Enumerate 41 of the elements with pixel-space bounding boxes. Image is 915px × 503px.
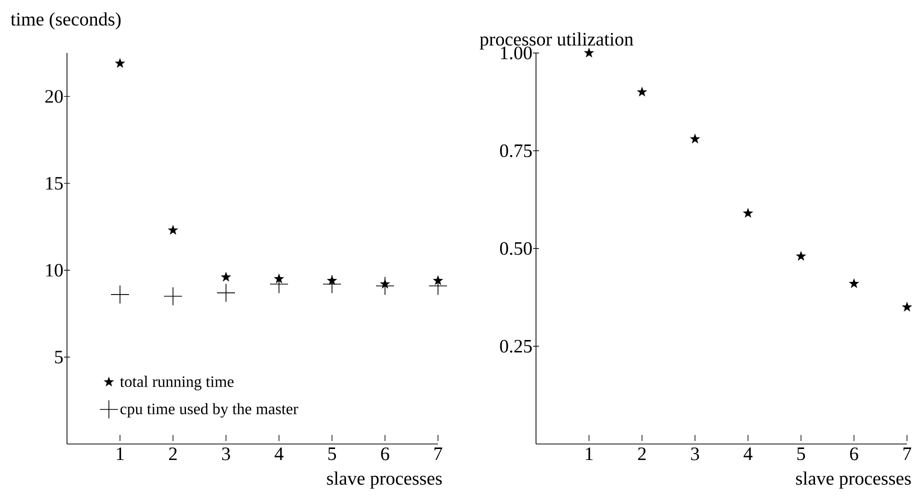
x-tick-label: 2 [169, 448, 177, 460]
point [690, 134, 700, 144]
x-tick-label: 4 [744, 448, 752, 460]
point [376, 276, 394, 296]
x-tick-label: 6 [850, 448, 858, 460]
point [742, 208, 754, 218]
point [110, 285, 130, 304]
y-axis-title: time (seconds) [10, 12, 121, 30]
point [168, 224, 178, 235]
x-tick-label: 6 [381, 448, 390, 460]
x-tick-label: 3 [222, 448, 230, 460]
point [584, 47, 594, 58]
point [322, 274, 342, 294]
y-tick-label: 0.75 [500, 144, 532, 158]
x-tick-label: 5 [797, 448, 805, 460]
point [636, 86, 648, 97]
x-axis-title: slave processes [796, 472, 911, 489]
y-tick-label: 10 [46, 264, 63, 277]
point [848, 278, 860, 288]
x-axis-title: slave processes [327, 472, 442, 489]
legend-label: total running time [120, 376, 234, 390]
x-tick-label: 3 [691, 448, 699, 460]
y-tick-label: 0.25 [500, 340, 532, 353]
x-tick-label: 7 [904, 448, 912, 460]
y-tick-label: 5 [55, 350, 63, 364]
point [164, 286, 182, 306]
y-tick-label: 15 [46, 177, 63, 190]
x-tick-label: 2 [638, 448, 646, 460]
y-tick-label: 0.50 [500, 242, 532, 255]
point [220, 272, 232, 282]
point [796, 250, 806, 261]
y-tick-label: 20 [45, 90, 63, 103]
x-tick-label: 1 [586, 448, 593, 460]
point [216, 283, 236, 302]
point [902, 302, 912, 312]
x-tick-label: 1 [116, 448, 124, 460]
x-tick-label: 4 [274, 448, 284, 460]
x-tick-label: 7 [434, 448, 442, 460]
legend-label: cpu time used by the master [120, 403, 298, 418]
x-tick-label: 5 [328, 448, 336, 460]
point [114, 58, 126, 68]
